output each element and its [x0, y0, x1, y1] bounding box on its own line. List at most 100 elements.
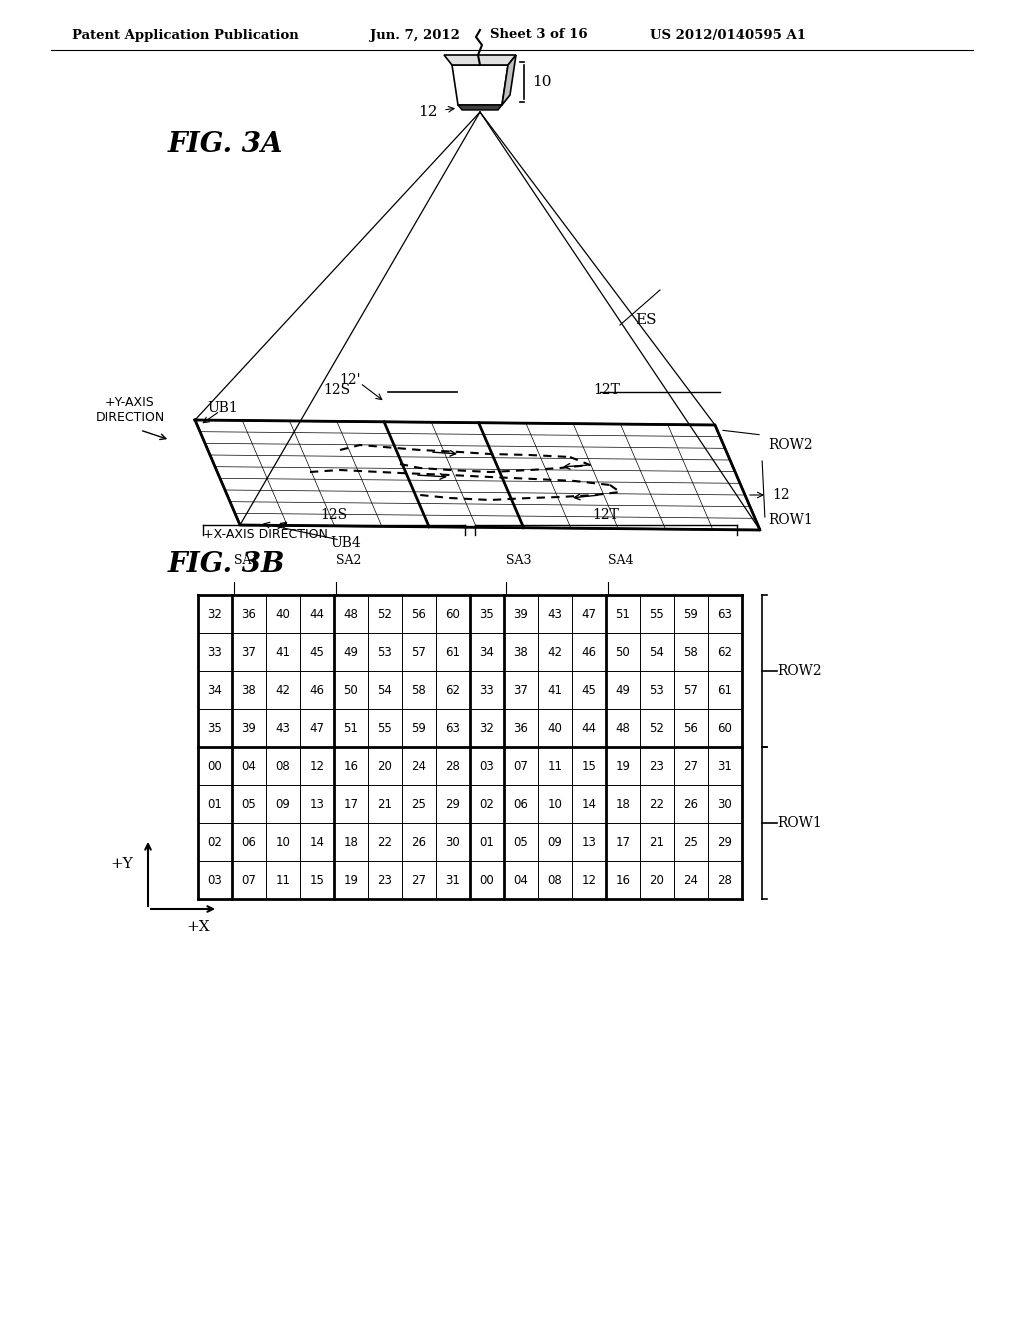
Text: 28: 28 [718, 874, 732, 887]
FancyBboxPatch shape [368, 634, 402, 671]
Text: 06: 06 [514, 797, 528, 810]
Text: 04: 04 [514, 874, 528, 887]
Text: 05: 05 [242, 797, 256, 810]
FancyBboxPatch shape [640, 747, 674, 785]
Polygon shape [444, 55, 516, 65]
FancyBboxPatch shape [266, 634, 300, 671]
Text: 09: 09 [275, 797, 291, 810]
FancyBboxPatch shape [232, 861, 266, 899]
Text: 27: 27 [412, 874, 427, 887]
Text: SA4: SA4 [608, 553, 634, 566]
FancyBboxPatch shape [538, 822, 572, 861]
FancyBboxPatch shape [266, 709, 300, 747]
FancyBboxPatch shape [402, 595, 436, 634]
Text: 40: 40 [548, 722, 562, 734]
FancyBboxPatch shape [572, 747, 606, 785]
Text: 42: 42 [548, 645, 562, 659]
FancyBboxPatch shape [300, 709, 334, 747]
FancyBboxPatch shape [504, 785, 538, 822]
Polygon shape [452, 65, 508, 106]
FancyBboxPatch shape [266, 671, 300, 709]
FancyBboxPatch shape [674, 747, 708, 785]
Text: 20: 20 [649, 874, 665, 887]
FancyBboxPatch shape [470, 595, 504, 634]
Text: 57: 57 [684, 684, 698, 697]
Text: 11: 11 [548, 759, 562, 772]
FancyBboxPatch shape [504, 709, 538, 747]
Text: 29: 29 [445, 797, 461, 810]
Text: +Y: +Y [111, 857, 133, 871]
Text: 47: 47 [309, 722, 325, 734]
Text: 33: 33 [208, 645, 222, 659]
Text: 54: 54 [649, 645, 665, 659]
FancyBboxPatch shape [674, 861, 708, 899]
Text: 43: 43 [548, 607, 562, 620]
FancyBboxPatch shape [640, 671, 674, 709]
FancyBboxPatch shape [538, 634, 572, 671]
FancyBboxPatch shape [334, 634, 368, 671]
FancyBboxPatch shape [300, 861, 334, 899]
FancyBboxPatch shape [572, 595, 606, 634]
Text: 11: 11 [275, 874, 291, 887]
FancyBboxPatch shape [708, 785, 742, 822]
Text: 07: 07 [514, 759, 528, 772]
FancyBboxPatch shape [606, 861, 640, 899]
Text: 49: 49 [343, 645, 358, 659]
Text: 13: 13 [309, 797, 325, 810]
Text: 53: 53 [378, 645, 392, 659]
Text: 12T: 12T [593, 508, 620, 521]
FancyBboxPatch shape [300, 634, 334, 671]
Text: FIG. 3B: FIG. 3B [168, 552, 286, 578]
FancyBboxPatch shape [334, 785, 368, 822]
Text: 22: 22 [378, 836, 392, 849]
FancyBboxPatch shape [538, 861, 572, 899]
Text: 09: 09 [548, 836, 562, 849]
FancyBboxPatch shape [470, 709, 504, 747]
Text: 35: 35 [479, 607, 495, 620]
FancyBboxPatch shape [640, 822, 674, 861]
Text: 59: 59 [412, 722, 426, 734]
FancyBboxPatch shape [334, 747, 368, 785]
Text: 28: 28 [445, 759, 461, 772]
Text: 41: 41 [548, 684, 562, 697]
FancyBboxPatch shape [538, 709, 572, 747]
Text: 12: 12 [419, 106, 438, 119]
Text: 46: 46 [309, 684, 325, 697]
FancyBboxPatch shape [606, 747, 640, 785]
FancyBboxPatch shape [538, 671, 572, 709]
FancyBboxPatch shape [674, 785, 708, 822]
Text: 14: 14 [309, 836, 325, 849]
Text: 46: 46 [582, 645, 597, 659]
FancyBboxPatch shape [198, 671, 232, 709]
FancyBboxPatch shape [606, 822, 640, 861]
FancyBboxPatch shape [470, 634, 504, 671]
Text: 31: 31 [445, 874, 461, 887]
FancyBboxPatch shape [402, 861, 436, 899]
FancyBboxPatch shape [708, 861, 742, 899]
FancyBboxPatch shape [470, 671, 504, 709]
FancyBboxPatch shape [572, 785, 606, 822]
Text: 40: 40 [275, 607, 291, 620]
FancyBboxPatch shape [232, 634, 266, 671]
Text: 44: 44 [582, 722, 597, 734]
Text: 12: 12 [309, 759, 325, 772]
FancyBboxPatch shape [572, 861, 606, 899]
Text: 16: 16 [343, 759, 358, 772]
FancyBboxPatch shape [402, 634, 436, 671]
FancyBboxPatch shape [640, 785, 674, 822]
FancyBboxPatch shape [606, 709, 640, 747]
FancyBboxPatch shape [300, 747, 334, 785]
FancyBboxPatch shape [674, 634, 708, 671]
FancyBboxPatch shape [334, 709, 368, 747]
FancyBboxPatch shape [436, 595, 470, 634]
FancyBboxPatch shape [232, 671, 266, 709]
FancyBboxPatch shape [470, 747, 504, 785]
FancyBboxPatch shape [572, 822, 606, 861]
Text: 08: 08 [548, 874, 562, 887]
FancyBboxPatch shape [640, 634, 674, 671]
Text: +X-AXIS DIRECTION: +X-AXIS DIRECTION [203, 528, 328, 541]
FancyBboxPatch shape [572, 671, 606, 709]
Text: ROW2: ROW2 [777, 664, 821, 678]
Text: 50: 50 [615, 645, 631, 659]
FancyBboxPatch shape [334, 822, 368, 861]
